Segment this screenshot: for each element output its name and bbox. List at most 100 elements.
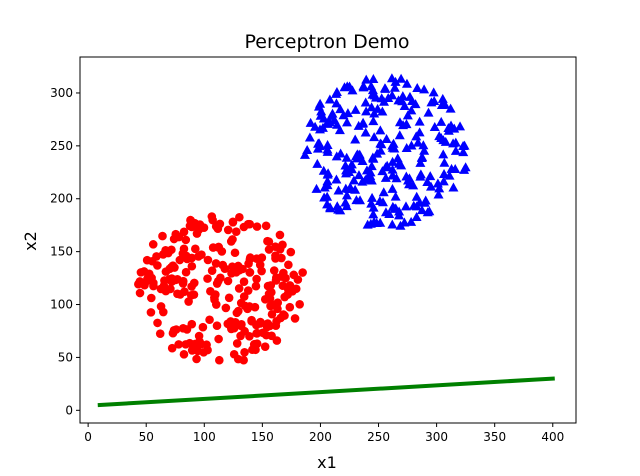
red-data-point	[234, 284, 244, 293]
red-data-point	[235, 212, 244, 222]
red-data-point	[214, 243, 223, 252]
red-data-point	[192, 354, 201, 364]
red-data-point	[198, 322, 208, 332]
blue-data-point	[377, 106, 388, 116]
y-axis-ticks: 0 50 100 150 200 250 300	[50, 86, 80, 417]
blue-data-point	[322, 146, 333, 156]
blue-data-point	[448, 182, 459, 192]
y-tick-label: 100	[50, 298, 73, 312]
red-data-point	[286, 247, 296, 257]
blue-data-point	[361, 74, 372, 84]
red-data-point	[148, 240, 158, 249]
blue-data-point	[414, 116, 425, 126]
blue-data-point	[366, 161, 377, 171]
red-data-point	[244, 259, 253, 268]
x-tick-label: 50	[139, 430, 154, 444]
red-data-point	[267, 309, 277, 319]
blue-data-point	[411, 211, 422, 221]
red-data-point	[263, 236, 272, 246]
blue-data-point	[377, 197, 388, 207]
line-layer	[97, 376, 555, 408]
red-data-point	[252, 339, 262, 348]
blue-data-point	[338, 110, 349, 120]
red-data-point	[158, 250, 168, 259]
blue-data-point	[439, 169, 450, 179]
blue-data-point	[434, 131, 445, 141]
blue-data-point	[375, 125, 386, 135]
red-data-point	[252, 274, 261, 284]
blue-data-point	[358, 81, 369, 91]
blue-data-point	[415, 157, 426, 167]
blue-data-point	[317, 122, 328, 132]
blue-data-point	[360, 97, 371, 107]
red-data-point	[239, 292, 249, 301]
red-data-point	[228, 217, 238, 227]
blue-data-point	[396, 160, 407, 170]
blue-data-point	[375, 138, 386, 148]
blue-data-point	[436, 116, 447, 126]
blue-data-point	[368, 153, 379, 163]
blue-data-point	[401, 78, 412, 88]
blue-data-point	[353, 170, 364, 180]
plot-area	[97, 73, 555, 408]
blue-data-point	[389, 143, 400, 153]
blue-data-point	[419, 145, 430, 155]
blue-data-point	[334, 125, 345, 135]
red-data-point	[239, 277, 249, 287]
blue-data-point	[352, 153, 363, 163]
red-data-point	[195, 220, 205, 229]
red-data-point	[171, 229, 181, 239]
blue-data-point	[439, 157, 450, 167]
blue-data-point	[387, 219, 398, 229]
blue-data-point	[450, 163, 461, 173]
blue-data-point	[458, 147, 469, 157]
red-data-point	[264, 245, 274, 254]
red-data-point	[155, 329, 165, 338]
red-data-point	[236, 298, 246, 308]
red-data-point	[211, 259, 221, 268]
x-tick-label: 400	[541, 430, 564, 444]
red-data-point	[193, 346, 203, 356]
blue-data-point	[348, 175, 359, 185]
blue-data-point	[304, 132, 315, 142]
x-axis-label: x1	[317, 453, 337, 472]
red-data-point	[232, 339, 242, 348]
x-tick-label: 300	[425, 430, 448, 444]
red-data-point	[285, 302, 295, 312]
red-data-point	[215, 355, 224, 365]
blue-data-point	[406, 105, 417, 115]
blue-data-point	[333, 204, 344, 214]
blue-data-point	[341, 168, 352, 178]
blue-data-point	[394, 210, 405, 220]
red-data-point	[194, 331, 204, 341]
red-data-point	[147, 273, 156, 283]
blue-data-point	[443, 125, 454, 135]
red-data-point	[284, 260, 293, 270]
blue-data-point	[314, 138, 325, 148]
blue-data-point	[433, 189, 444, 199]
blue-data-point	[378, 187, 389, 197]
blue-data-point	[346, 159, 357, 169]
blue-data-point	[322, 191, 333, 201]
red-data-point	[240, 348, 249, 357]
blue-data-point	[418, 140, 429, 150]
blue-data-point	[459, 164, 470, 174]
decision-boundary-line	[97, 376, 555, 408]
red-data-point	[248, 345, 257, 355]
blue-data-point	[318, 113, 329, 123]
red-data-point	[232, 308, 242, 318]
blue-data-point	[346, 164, 357, 174]
red-data-point	[156, 284, 166, 294]
blue-data-point	[367, 192, 378, 202]
blue-data-point	[455, 121, 466, 131]
blue-data-point	[412, 83, 423, 93]
blue-data-point	[369, 108, 380, 118]
blue-data-point	[340, 160, 351, 170]
x-tick-label: 100	[193, 430, 216, 444]
blue-data-point	[401, 171, 412, 181]
blue-data-point	[316, 106, 327, 116]
red-data-point	[240, 326, 249, 336]
blue-data-point	[434, 183, 445, 193]
blue-data-point	[407, 95, 418, 105]
red-data-point	[223, 225, 233, 235]
